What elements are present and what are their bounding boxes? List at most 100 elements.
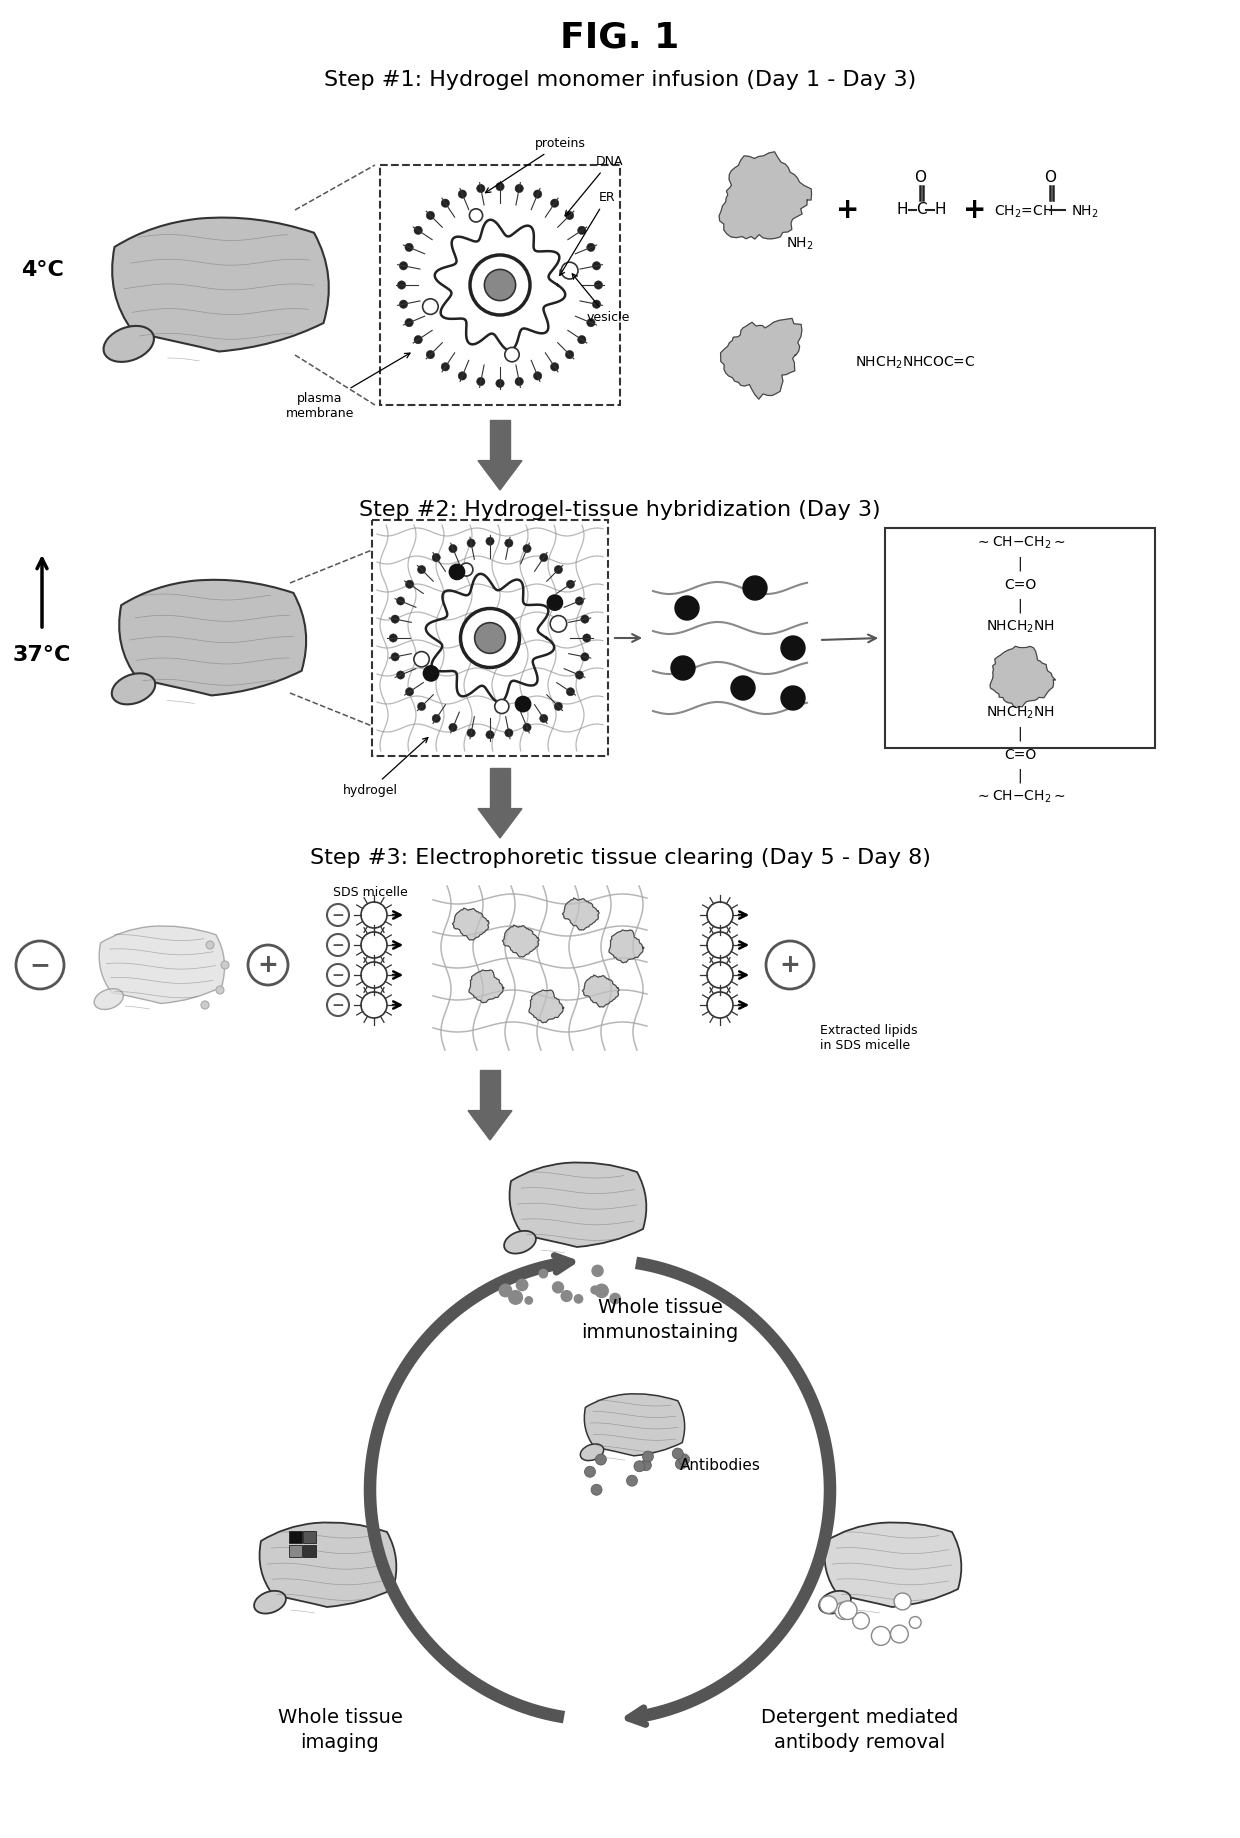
Circle shape	[539, 1270, 548, 1277]
Circle shape	[327, 904, 348, 926]
Polygon shape	[529, 991, 564, 1022]
Circle shape	[553, 1281, 563, 1292]
Circle shape	[610, 1294, 620, 1303]
Bar	[289, 1531, 303, 1542]
Circle shape	[515, 184, 523, 193]
Circle shape	[533, 189, 542, 199]
Circle shape	[496, 379, 505, 388]
Circle shape	[418, 702, 425, 711]
Circle shape	[496, 182, 505, 191]
Text: C=O: C=O	[1004, 577, 1037, 592]
Text: −: −	[30, 952, 51, 978]
Text: −: −	[331, 937, 345, 952]
Circle shape	[554, 702, 563, 711]
Polygon shape	[719, 153, 811, 239]
Text: plasma
membrane: plasma membrane	[285, 353, 410, 421]
Circle shape	[405, 581, 414, 588]
Circle shape	[595, 1454, 606, 1465]
PathPatch shape	[825, 1522, 961, 1606]
PathPatch shape	[112, 217, 329, 351]
Circle shape	[591, 1485, 603, 1496]
Text: +: +	[258, 952, 279, 978]
Circle shape	[642, 1450, 653, 1461]
Bar	[885, 528, 1154, 748]
Circle shape	[399, 300, 408, 309]
Circle shape	[389, 634, 397, 641]
Text: DNA: DNA	[565, 154, 624, 215]
Circle shape	[423, 665, 439, 682]
Circle shape	[327, 963, 348, 985]
Text: Step #3: Electrophoretic tissue clearing (Day 5 - Day 8): Step #3: Electrophoretic tissue clearing…	[310, 847, 930, 868]
Circle shape	[460, 608, 520, 667]
Circle shape	[732, 676, 755, 700]
Circle shape	[427, 211, 435, 219]
PathPatch shape	[259, 1522, 397, 1606]
Circle shape	[361, 932, 387, 958]
Circle shape	[485, 270, 516, 301]
Circle shape	[583, 634, 591, 641]
Ellipse shape	[254, 1592, 286, 1614]
Circle shape	[405, 243, 413, 252]
Text: −: −	[331, 967, 345, 983]
Circle shape	[361, 902, 387, 928]
Text: ER: ER	[559, 191, 615, 276]
Text: H: H	[934, 202, 946, 217]
Circle shape	[361, 961, 387, 989]
Polygon shape	[563, 899, 599, 930]
Bar	[480, 1070, 500, 1110]
Text: +: +	[963, 197, 987, 224]
Circle shape	[432, 715, 440, 722]
Text: CH$_2$=CH: CH$_2$=CH	[994, 204, 1054, 221]
Circle shape	[872, 1627, 890, 1645]
Polygon shape	[720, 318, 802, 399]
Circle shape	[562, 263, 578, 279]
Ellipse shape	[112, 673, 155, 704]
Circle shape	[418, 566, 425, 573]
Circle shape	[523, 544, 531, 553]
Circle shape	[567, 687, 574, 697]
PathPatch shape	[584, 1393, 684, 1456]
Circle shape	[405, 318, 413, 327]
Circle shape	[449, 564, 465, 579]
Circle shape	[467, 539, 475, 548]
Bar	[303, 1546, 316, 1557]
Circle shape	[707, 993, 733, 1018]
Circle shape	[894, 1594, 911, 1610]
Circle shape	[565, 351, 574, 358]
Polygon shape	[502, 925, 539, 958]
Circle shape	[820, 1595, 837, 1614]
Circle shape	[591, 1265, 603, 1276]
Circle shape	[449, 544, 458, 553]
Text: FIG. 1: FIG. 1	[560, 20, 680, 55]
Circle shape	[397, 597, 404, 605]
Circle shape	[587, 243, 595, 252]
Text: Detergent mediated
antibody removal: Detergent mediated antibody removal	[761, 1708, 959, 1752]
Circle shape	[835, 1603, 852, 1619]
Circle shape	[470, 255, 529, 314]
Circle shape	[432, 553, 440, 562]
Polygon shape	[477, 809, 522, 838]
Circle shape	[486, 537, 494, 546]
Text: |: |	[1018, 768, 1022, 783]
Text: NH$_2$: NH$_2$	[1071, 204, 1099, 221]
Circle shape	[525, 1298, 532, 1305]
Circle shape	[584, 1467, 595, 1478]
PathPatch shape	[510, 1162, 646, 1246]
Circle shape	[460, 562, 472, 575]
Circle shape	[427, 351, 435, 358]
Circle shape	[562, 1290, 572, 1301]
Text: NH$_2$: NH$_2$	[786, 235, 813, 252]
Circle shape	[676, 1458, 687, 1469]
Circle shape	[766, 941, 813, 989]
Circle shape	[441, 362, 450, 371]
Circle shape	[467, 730, 475, 737]
Circle shape	[470, 210, 482, 222]
Circle shape	[201, 1002, 210, 1009]
Circle shape	[423, 300, 438, 314]
Circle shape	[853, 1612, 869, 1628]
Circle shape	[361, 993, 387, 1018]
Polygon shape	[990, 647, 1055, 708]
Circle shape	[486, 732, 494, 739]
Circle shape	[678, 1454, 689, 1465]
Circle shape	[515, 377, 523, 386]
